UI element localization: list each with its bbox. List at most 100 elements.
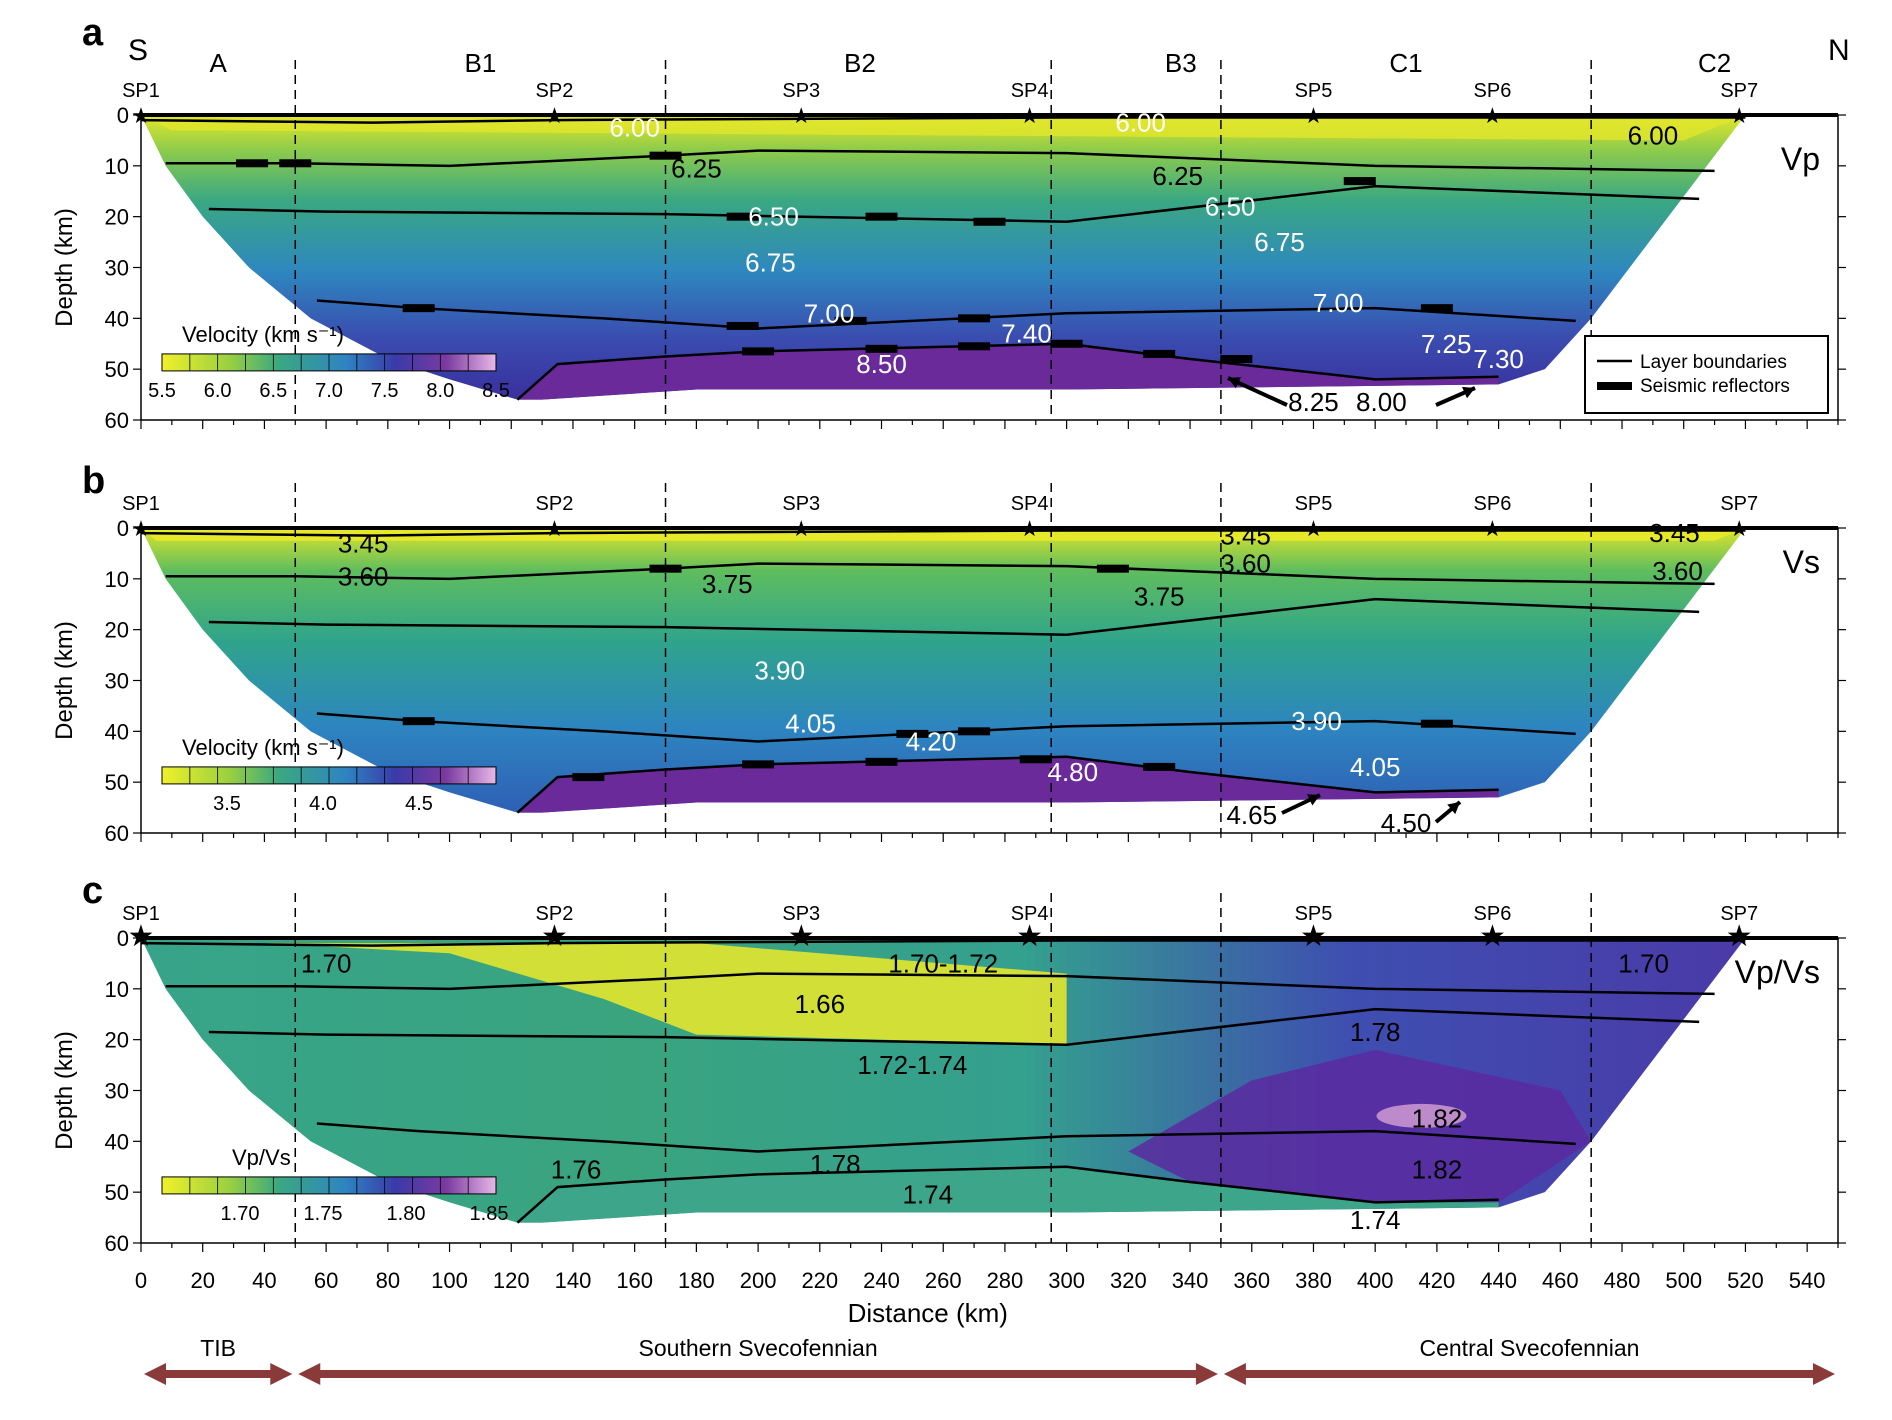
x-tick-label: 180 — [678, 1268, 715, 1293]
seismic-reflector — [865, 212, 898, 221]
value-label: 8.50 — [856, 349, 907, 379]
panel-tag: Vp/Vs — [1735, 954, 1820, 990]
x-tick-label: 520 — [1727, 1268, 1764, 1293]
value-label: 3.75 — [702, 569, 753, 599]
y-tick-label: 0 — [117, 926, 129, 951]
x-tick-label: 480 — [1604, 1268, 1641, 1293]
x-tick-label: 20 — [190, 1268, 214, 1293]
scale-title: Velocity (km s⁻¹) — [182, 735, 344, 760]
y-tick-label: 60 — [105, 1231, 129, 1256]
mantle-layer — [517, 1166, 1499, 1223]
value-label: 8.25 — [1288, 387, 1339, 417]
value-label: 7.30 — [1473, 344, 1524, 374]
y-tick-label: 10 — [105, 977, 129, 1002]
seismic-reflector — [742, 347, 775, 356]
province-label: Central Svecofennian — [1419, 1335, 1639, 1361]
value-label: 4.05 — [785, 709, 836, 739]
y-tick-label: 30 — [105, 1079, 129, 1104]
seismic-reflector — [896, 729, 929, 738]
shot-point-label: SP3 — [782, 903, 820, 925]
x-tick-label: 260 — [925, 1268, 962, 1293]
value-label: 1.72-1.74 — [857, 1050, 967, 1080]
legend-reflector-label: Seismic reflectors — [1640, 376, 1790, 397]
value-label: 1.78 — [1350, 1017, 1401, 1047]
province-arrow-head — [1223, 1363, 1246, 1385]
x-tick-label: 200 — [740, 1268, 777, 1293]
high-vpvs-core — [1376, 1103, 1467, 1128]
x-tick-label: 460 — [1542, 1268, 1579, 1293]
x-tick-label: 100 — [431, 1268, 468, 1293]
value-label: 3.45 — [1649, 518, 1700, 548]
shot-point-label: SP4 — [1011, 493, 1049, 515]
value-label: 4.50 — [1381, 808, 1432, 838]
legend-box — [1584, 335, 1829, 414]
value-label: 3.60 — [1220, 549, 1271, 579]
shot-point-star: ★ — [545, 103, 565, 128]
scale-tick-label: 1.85 — [470, 1203, 509, 1225]
y-tick-label: 60 — [105, 821, 129, 846]
value-label: 1.74 — [1350, 1205, 1401, 1235]
x-tick-label: 140 — [555, 1268, 592, 1293]
seismic-reflector — [1343, 177, 1376, 186]
high-vpvs-zone — [1128, 1049, 1592, 1203]
value-label: 1.70 — [301, 948, 352, 978]
x-tick-label: 160 — [616, 1268, 653, 1293]
block-label: B1 — [464, 48, 496, 78]
value-label: 1.76 — [551, 1154, 602, 1184]
x-tick-label: 500 — [1665, 1268, 1702, 1293]
seismic-reflector — [572, 773, 605, 782]
value-label: 1.70-1.72 — [888, 948, 998, 978]
x-tick-label: 280 — [987, 1268, 1024, 1293]
value-label: 1.70 — [1618, 948, 1669, 978]
shot-point-star: ★ — [541, 920, 568, 953]
seismic-reflector — [1096, 564, 1129, 573]
seismic-reflector — [1420, 719, 1453, 728]
layer-boundary — [165, 149, 1715, 173]
low-vpvs-zone — [264, 943, 1067, 1045]
seismic-reflector — [1220, 355, 1253, 363]
panel-letter: a — [82, 12, 104, 54]
value-label: 1.82 — [1412, 1154, 1463, 1184]
mantle-layer — [517, 756, 1499, 813]
pointer-arrow-head — [1228, 377, 1241, 389]
block-label: A — [209, 48, 227, 78]
seismic-reflector — [649, 151, 682, 160]
y-axis-label: Depth (km) — [51, 621, 78, 740]
x-tick-label: 120 — [493, 1268, 530, 1293]
shot-point-label: SP1 — [122, 903, 160, 925]
x-tick-label: 220 — [801, 1268, 838, 1293]
scale-title: Velocity (km s⁻¹) — [182, 322, 344, 347]
layer-boundary — [140, 939, 1746, 947]
x-tick-label: 320 — [1110, 1268, 1147, 1293]
province-arrow-head — [144, 1363, 166, 1385]
shot-point-label: SP4 — [1011, 903, 1049, 925]
value-label: 6.00 — [1628, 120, 1679, 150]
value-label: 3.75 — [1134, 582, 1185, 612]
shot-point-star: ★ — [791, 103, 811, 128]
scale-tick-label: 6.5 — [259, 380, 287, 402]
shot-point-label: SP2 — [536, 493, 574, 515]
x-tick-label: 440 — [1480, 1268, 1517, 1293]
shot-point-star: ★ — [545, 516, 565, 541]
seismic-reflector — [402, 304, 435, 313]
value-label: 3.60 — [338, 561, 389, 591]
seismic-reflector — [865, 344, 898, 353]
layer-boundary — [165, 562, 1715, 586]
value-label: 6.00 — [1115, 108, 1166, 138]
y-axis-label: Depth (km) — [51, 208, 78, 327]
seismic-reflector — [726, 212, 759, 221]
shot-point-label: SP3 — [782, 80, 820, 102]
block-label: B3 — [1165, 48, 1197, 78]
value-label: 3.90 — [1291, 706, 1342, 736]
value-label: 1.78 — [810, 1149, 861, 1179]
y-tick-label: 20 — [105, 618, 129, 643]
y-tick-label: 60 — [105, 408, 129, 433]
block-label: B2 — [844, 48, 876, 78]
panel-tag: Vs — [1783, 544, 1820, 580]
x-tick-label: 400 — [1357, 1268, 1394, 1293]
y-tick-label: 50 — [105, 1180, 129, 1205]
value-label: 4.20 — [906, 727, 957, 757]
y-tick-label: 20 — [105, 205, 129, 230]
